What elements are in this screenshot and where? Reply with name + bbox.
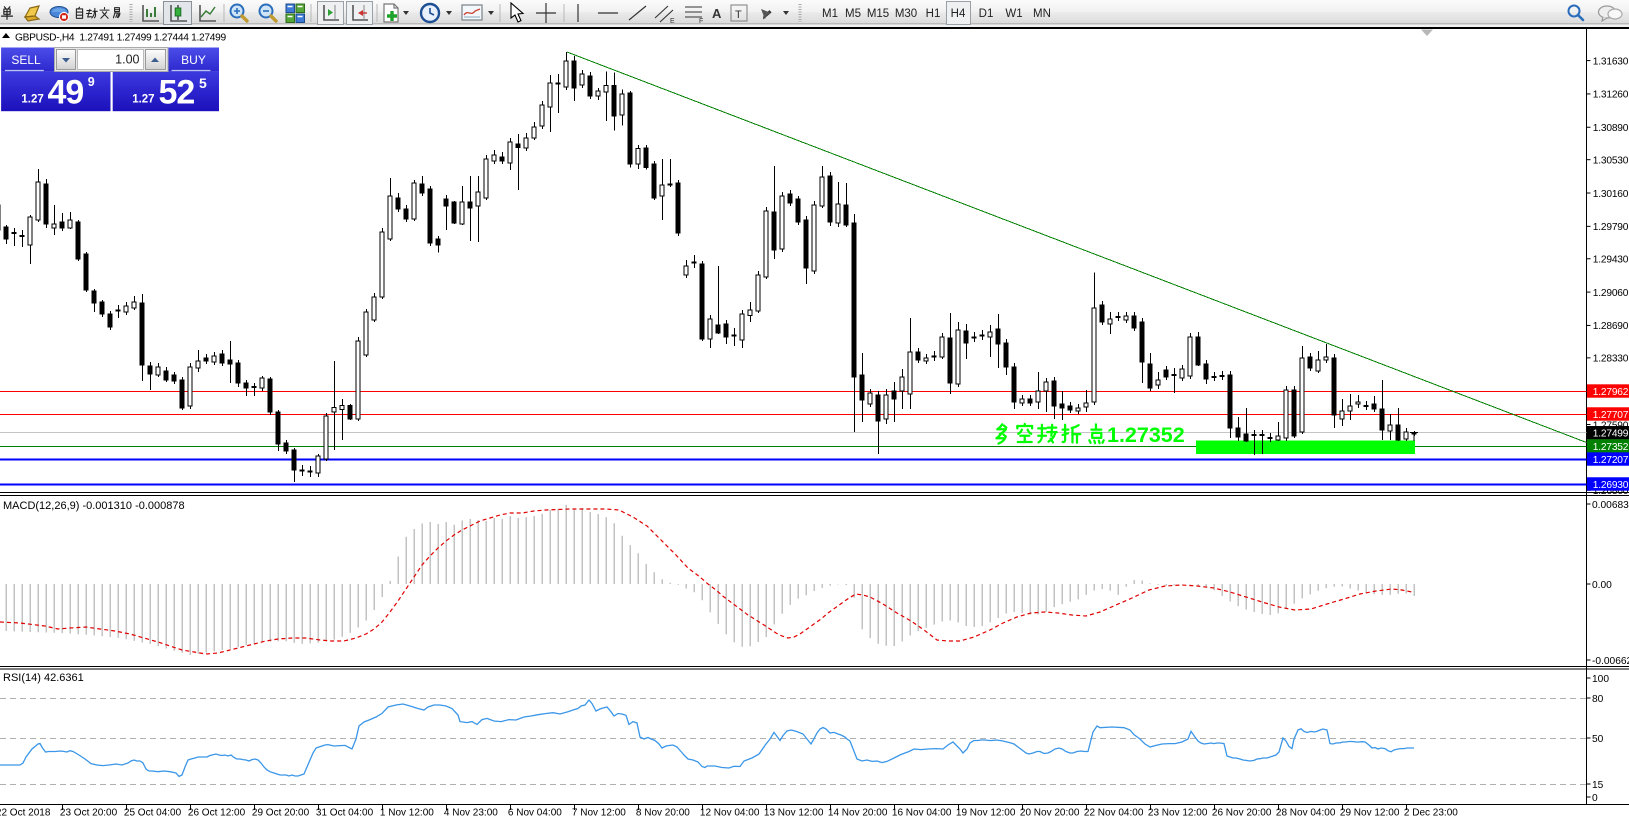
svg-text:M30: M30 (895, 8, 917, 20)
svg-text:-0.006624: -0.006624 (1592, 656, 1629, 667)
svg-text:1.31260: 1.31260 (1593, 90, 1629, 101)
svg-text:2 Dec 23:00: 2 Dec 23:00 (1404, 808, 1458, 819)
svg-text:1.30160: 1.30160 (1593, 189, 1629, 200)
svg-text:1.00: 1.00 (115, 53, 139, 67)
svg-text:1.27707: 1.27707 (1593, 410, 1629, 421)
svg-text:23 Oct 20:00: 23 Oct 20:00 (60, 808, 118, 819)
svg-text:1.27: 1.27 (132, 94, 154, 106)
svg-text:100: 100 (1592, 674, 1609, 685)
svg-text:1.31630: 1.31630 (1593, 56, 1629, 67)
svg-text:25 Oct 04:00: 25 Oct 04:00 (124, 808, 182, 819)
svg-text:0.00: 0.00 (1592, 580, 1612, 591)
svg-text:1 Nov 12:00: 1 Nov 12:00 (380, 808, 434, 819)
svg-text:26 Oct 12:00: 26 Oct 12:00 (188, 808, 246, 819)
svg-text:23 Nov 12:00: 23 Nov 12:00 (1148, 808, 1208, 819)
svg-text:1.27962: 1.27962 (1593, 387, 1629, 398)
svg-text:14 Nov 20:00: 14 Nov 20:00 (828, 808, 888, 819)
svg-text:52: 52 (159, 74, 195, 112)
svg-text:13 Nov 12:00: 13 Nov 12:00 (764, 808, 824, 819)
svg-text:1.26860: 1.26860 (1593, 486, 1629, 497)
svg-text:1.28690: 1.28690 (1593, 321, 1629, 332)
svg-text:19 Nov 12:00: 19 Nov 12:00 (956, 808, 1016, 819)
svg-text:M1: M1 (822, 8, 838, 20)
svg-text:8 Nov 20:00: 8 Nov 20:00 (636, 808, 690, 819)
svg-text:0.006831: 0.006831 (1592, 500, 1629, 511)
svg-text:1.30530: 1.30530 (1593, 155, 1629, 166)
svg-text:MACD(12,26,9) -0.001310 -0.000: MACD(12,26,9) -0.001310 -0.000878 (3, 500, 185, 512)
svg-text:16 Nov 04:00: 16 Nov 04:00 (892, 808, 952, 819)
svg-text:29 Oct 20:00: 29 Oct 20:00 (252, 808, 310, 819)
svg-text:9: 9 (88, 75, 95, 89)
svg-text:1.27590: 1.27590 (1593, 420, 1629, 431)
svg-text:GBPUSD-,H4 1.27491 1.27499 1.: GBPUSD-,H4 1.27491 1.27499 1.27444 1.274… (15, 33, 226, 44)
svg-text:1.29430: 1.29430 (1593, 255, 1629, 266)
svg-text:H4: H4 (951, 8, 966, 20)
svg-text:22 Oct 2018: 22 Oct 2018 (0, 808, 51, 819)
svg-text:4 Nov 23:00: 4 Nov 23:00 (444, 808, 498, 819)
svg-text:29 Nov 12:00: 29 Nov 12:00 (1340, 808, 1400, 819)
svg-text:1.27352: 1.27352 (1107, 423, 1185, 447)
svg-text:H1: H1 (926, 8, 941, 20)
svg-text:D1: D1 (979, 8, 994, 20)
svg-text:F: F (699, 18, 703, 25)
svg-text:50: 50 (1592, 734, 1604, 745)
svg-text:20 Nov 20:00: 20 Nov 20:00 (1020, 808, 1080, 819)
svg-text:5: 5 (199, 75, 207, 91)
svg-text:80: 80 (1592, 694, 1604, 705)
svg-text:49: 49 (48, 74, 84, 112)
svg-text:12 Nov 04:00: 12 Nov 04:00 (700, 808, 760, 819)
svg-text:28 Nov 04:00: 28 Nov 04:00 (1276, 808, 1336, 819)
svg-text:1.30890: 1.30890 (1593, 123, 1629, 134)
svg-text:26 Nov 20:00: 26 Nov 20:00 (1212, 808, 1272, 819)
svg-text:BUY: BUY (181, 53, 206, 67)
svg-text:1.29060: 1.29060 (1593, 288, 1629, 299)
svg-text:7 Nov 12:00: 7 Nov 12:00 (572, 808, 626, 819)
svg-text:22 Nov 04:00: 22 Nov 04:00 (1084, 808, 1144, 819)
svg-text:0: 0 (1592, 793, 1598, 804)
svg-text:31 Oct 04:00: 31 Oct 04:00 (316, 808, 374, 819)
svg-text:6 Nov 04:00: 6 Nov 04:00 (508, 808, 562, 819)
svg-text:SELL: SELL (11, 53, 41, 67)
svg-text:1.26930: 1.26930 (1593, 480, 1629, 491)
svg-text:W1: W1 (1005, 8, 1022, 20)
svg-text:T: T (735, 9, 742, 21)
svg-text:M5: M5 (845, 8, 861, 20)
svg-text:A: A (712, 6, 722, 21)
svg-text:15: 15 (1592, 780, 1604, 791)
svg-text:E: E (670, 18, 675, 25)
svg-text:RSI(14) 42.6361: RSI(14) 42.6361 (3, 672, 84, 684)
svg-text:1.27207: 1.27207 (1593, 455, 1629, 466)
svg-text:1.28330: 1.28330 (1593, 354, 1629, 365)
svg-text:1.27499: 1.27499 (1593, 429, 1629, 440)
svg-text:M15: M15 (867, 8, 889, 20)
svg-text:1.27352: 1.27352 (1593, 442, 1629, 453)
svg-text:MN: MN (1033, 8, 1051, 20)
svg-text:1.27: 1.27 (21, 94, 43, 106)
svg-text:1.29790: 1.29790 (1593, 222, 1629, 233)
